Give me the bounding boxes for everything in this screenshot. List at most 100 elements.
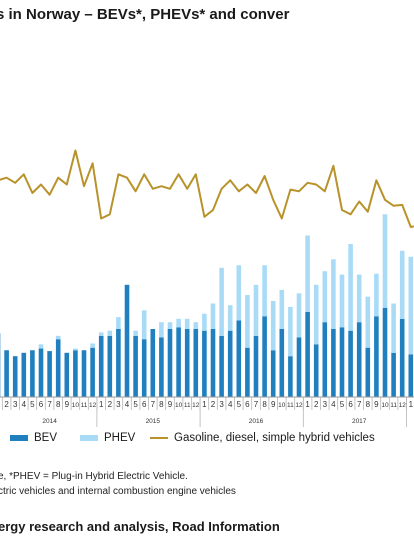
bar-bev <box>64 352 70 397</box>
bar-bev <box>227 330 233 397</box>
month-label: 6 <box>39 400 44 409</box>
bar-bev <box>116 329 121 397</box>
month-label: 12 <box>192 402 200 409</box>
month-label: 6 <box>245 400 250 409</box>
bar-phev <box>331 259 336 329</box>
year-label: 2017 <box>352 418 367 425</box>
month-label: 5 <box>237 400 242 409</box>
bar-phev <box>176 318 181 328</box>
month-label: 5 <box>340 400 345 409</box>
month-label: 2 <box>108 400 113 409</box>
bar-bev <box>305 312 310 397</box>
bar-bev <box>184 329 190 397</box>
legend: BEV PHEV Gasoline, diesel, simple hybrid… <box>0 432 414 450</box>
bar-bev <box>98 335 104 397</box>
month-label: 2 <box>211 400 216 409</box>
bar-phev <box>391 303 396 353</box>
month-label: 11 <box>390 402 397 409</box>
bar-phev <box>245 295 250 348</box>
month-label: 11 <box>287 402 294 409</box>
bar-bev <box>55 339 61 397</box>
bar-phev <box>365 296 371 348</box>
month-label: 5 <box>30 400 35 409</box>
bar-bev <box>73 350 78 397</box>
bar-bev <box>219 335 224 397</box>
bar-phev <box>279 289 285 329</box>
month-label: 6 <box>142 400 147 409</box>
bar-bev <box>133 335 138 397</box>
bar-bev <box>141 339 147 397</box>
bar-phev <box>374 273 379 317</box>
bar-bev <box>288 356 293 397</box>
month-label: 8 <box>262 400 267 409</box>
footnotes: e, *PHEV = Plug-in Hybrid Electric Vehic… <box>0 469 236 499</box>
bar-bev <box>391 352 396 397</box>
footnote-line-1: e, *PHEV = Plug-in Hybrid Electric Vehic… <box>0 471 188 482</box>
source-line: ergy research and analysis, Road Informa… <box>0 519 280 534</box>
bar-bev <box>90 347 95 397</box>
month-label: 9 <box>65 400 70 409</box>
bar-phev <box>296 293 302 338</box>
bar-phev <box>227 305 233 331</box>
chart-plot: 2 3 4 5 6 7 8 9 10 11 12 1 2 3 4 5 6 7 8 9 10 11 12 1 2 3 4 5 6 7 8 9 10… <box>0 149 414 427</box>
month-label: 12 <box>89 402 97 409</box>
bar-bev <box>331 329 336 397</box>
legend-label-ice: Gasoline, diesel, simple hybrid vehicles <box>174 432 375 444</box>
month-label: 9 <box>374 400 379 409</box>
bar-layer <box>0 214 414 397</box>
bar-bev <box>12 356 18 397</box>
year-label: 2015 <box>146 418 161 425</box>
month-label: 11 <box>81 402 88 409</box>
bar-phev <box>55 335 61 340</box>
line-ice <box>0 149 414 228</box>
month-label: 7 <box>357 400 362 409</box>
legend-label-bev: BEV <box>34 432 58 444</box>
month-label: 9 <box>271 400 276 409</box>
month-label: 1 <box>305 400 310 409</box>
bar-bev <box>202 330 207 397</box>
bar-phev <box>356 274 362 323</box>
bar-phev <box>262 265 267 317</box>
month-label: 9 <box>168 400 173 409</box>
bar-phev <box>107 330 113 336</box>
footnote-line-2: ctric vehicles and internal combustion e… <box>0 486 236 497</box>
bar-bev <box>339 327 345 397</box>
bar-phev <box>236 265 242 321</box>
month-label: 4 <box>228 400 233 409</box>
bar-bev <box>313 344 319 397</box>
bar-phev <box>184 318 190 329</box>
month-label: 4 <box>125 400 130 409</box>
bar-phev <box>270 300 276 351</box>
month-label: 11 <box>184 402 191 409</box>
month-label: 1 <box>99 400 104 409</box>
bar-bev <box>124 284 130 397</box>
month-label: 3 <box>323 400 328 409</box>
bar-phev <box>339 274 345 328</box>
year-label: 2016 <box>249 418 264 425</box>
month-label: 7 <box>254 400 259 409</box>
bar-bev <box>47 351 52 397</box>
bar-phev <box>305 235 310 312</box>
bar-phev <box>288 306 293 357</box>
bar-phev <box>167 322 173 329</box>
bar-bev <box>348 330 353 397</box>
bar-bev <box>253 335 259 397</box>
bar-phev <box>322 271 328 323</box>
month-label: 1 <box>409 400 414 409</box>
bar-bev <box>322 322 328 397</box>
bar-phev <box>219 267 224 336</box>
month-label: 2 <box>314 400 319 409</box>
month-label: 8 <box>366 400 371 409</box>
month-label: 7 <box>151 400 156 409</box>
bar-bev <box>81 350 87 397</box>
bar-bev <box>262 316 267 397</box>
bar-bev <box>167 329 173 397</box>
month-label: 2 <box>4 400 9 409</box>
month-label: 4 <box>331 400 336 409</box>
bar-bev <box>382 307 388 397</box>
month-label: 7 <box>47 400 52 409</box>
month-label: 10 <box>278 402 286 409</box>
bar-bev <box>38 348 44 397</box>
month-label: 3 <box>13 400 18 409</box>
bar-bev <box>30 350 35 397</box>
